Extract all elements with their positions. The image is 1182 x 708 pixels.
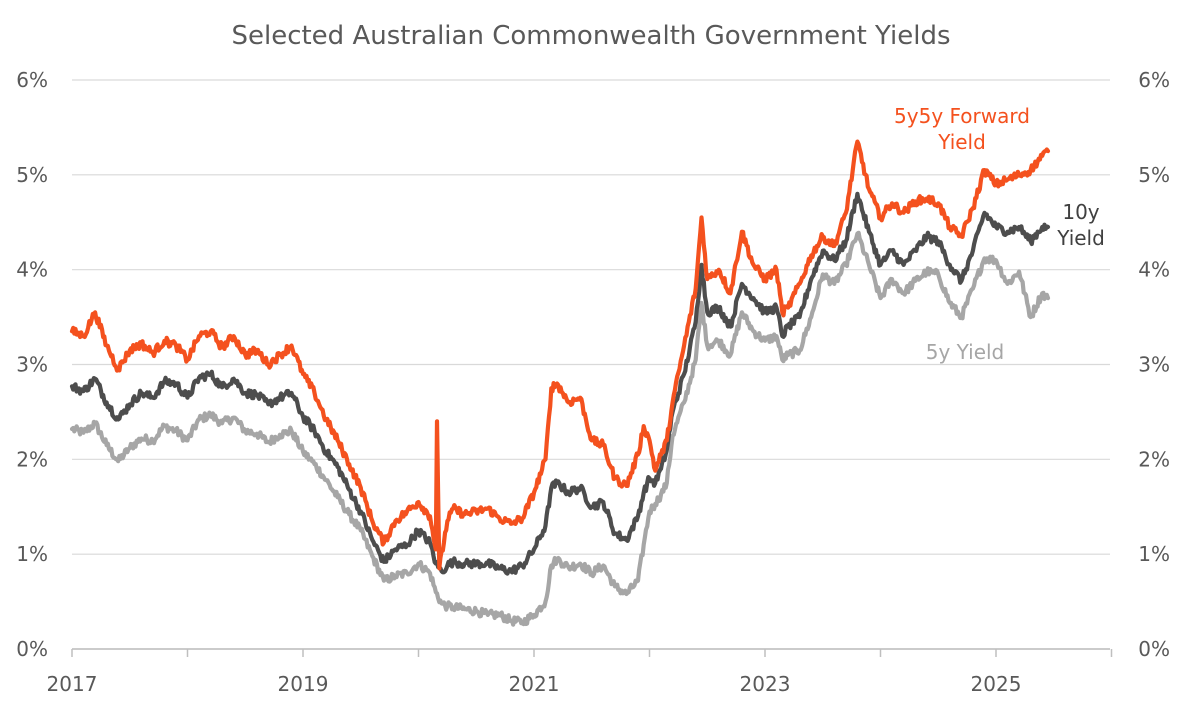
y-tick-label: 2% [16, 447, 48, 471]
x-tick-label: 2019 [278, 672, 329, 696]
5y-yield-label: 5y Yield [926, 340, 1005, 364]
x-axis: 2017 2019 2021 2023 2025 [47, 648, 1113, 696]
y-tick-label: 3% [16, 353, 48, 377]
y-tick-label: 0% [1138, 637, 1170, 661]
5y-yield-label-line: 5y Yield [926, 340, 1005, 364]
5y-yield-line [69, 230, 1051, 627]
y-tick-label: 4% [1138, 258, 1170, 282]
y-tick-label: 3% [1138, 353, 1170, 377]
5y5y-forward-yield-label-line: Yield [937, 130, 986, 154]
gridlines [72, 79, 1110, 650]
y-tick-label: 6% [1138, 68, 1170, 92]
x-tick-label: 2021 [509, 672, 560, 696]
y-tick-label: 2% [1138, 447, 1170, 471]
y-tick-label: 5% [1138, 163, 1170, 187]
10y-yield-label: 10y Yield [1056, 200, 1105, 250]
10y-yield-label-line: Yield [1056, 226, 1105, 250]
5y5y-forward-yield-line [69, 139, 1051, 571]
x-tick-label: 2017 [47, 672, 98, 696]
5y5y-forward-yield-label: 5y5y Forward Yield [894, 104, 1030, 154]
10y-yield-label-line: 10y [1062, 200, 1099, 224]
5y5y-forward-yield-label-line: 5y5y Forward [894, 104, 1030, 128]
x-tick-label: 2023 [740, 672, 791, 696]
y-tick-label: 6% [16, 68, 48, 92]
series-lines [69, 139, 1051, 627]
y-tick-label: 5% [16, 163, 48, 187]
x-tick-label: 2025 [971, 672, 1022, 696]
y-tick-label: 4% [16, 258, 48, 282]
y-tick-label: 1% [1138, 542, 1170, 566]
chart-title: Selected Australian Commonwealth Governm… [231, 21, 950, 51]
10y-yield-line [69, 191, 1051, 576]
y-axis-right: 0% 1% 2% 3% 4% 5% 6% [1138, 68, 1170, 661]
y-axis-left: 0% 1% 2% 3% 4% 5% 6% [16, 68, 48, 661]
y-tick-label: 1% [16, 542, 48, 566]
y-tick-label: 0% [16, 637, 48, 661]
